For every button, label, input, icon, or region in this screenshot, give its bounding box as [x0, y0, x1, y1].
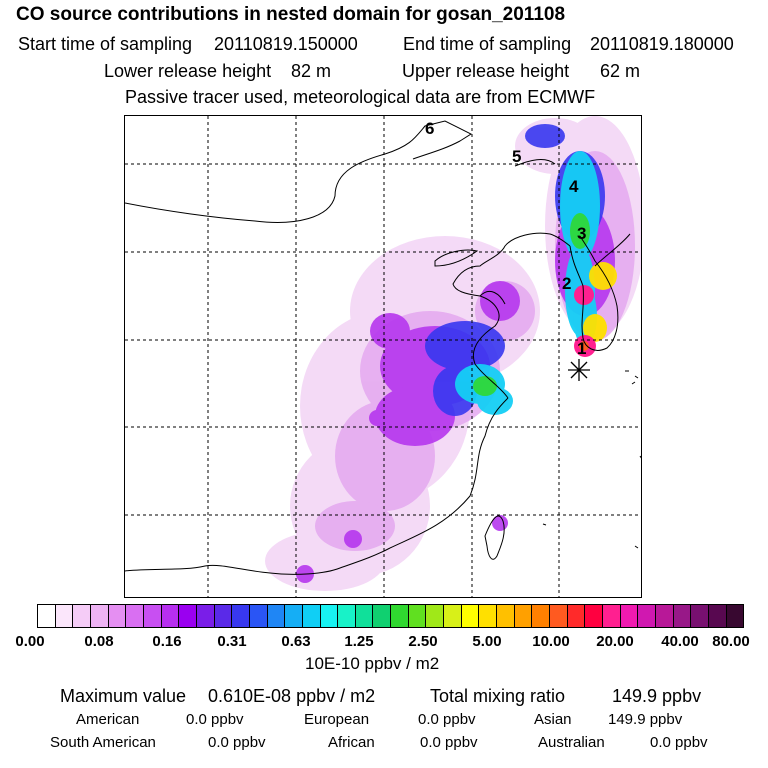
trajectory-label-2: 2	[562, 274, 571, 293]
total-mixing-value: 149.9 ppbv	[612, 686, 702, 706]
colorbar-swatch	[532, 605, 551, 627]
max-value-label: Maximum value	[60, 686, 187, 706]
colorbar-swatch	[196, 605, 215, 627]
colorbar-swatch	[620, 605, 639, 627]
colorbar-swatch	[38, 605, 56, 627]
colorbar-swatch	[603, 605, 621, 627]
colorbar-swatch	[638, 605, 656, 627]
european-label: European	[304, 711, 370, 728]
colorbar-tick-label: 80.00	[712, 633, 750, 650]
american-value: 0.0 ppbv	[186, 711, 244, 728]
start-time-label: Start time of sampling	[18, 34, 193, 54]
colorbar-swatch	[143, 605, 162, 627]
colorbar-swatch	[285, 605, 303, 627]
colorbar-swatch	[232, 605, 250, 627]
colorbar-swatch	[391, 605, 409, 627]
american-label: American	[76, 711, 140, 728]
colorbar-swatch	[514, 605, 533, 627]
south-american-value: 0.0 ppbv	[208, 734, 266, 751]
colorbar-swatch	[108, 605, 127, 627]
page-title: CO source contributions in nested domain…	[16, 4, 566, 25]
colorbar-tick-label: 0.08	[84, 633, 114, 650]
african-label: African	[328, 734, 375, 751]
asterisk-icon	[568, 359, 590, 381]
colorbar-tick-label: 1.25	[344, 633, 374, 650]
colorbar-swatch	[214, 605, 233, 627]
colorbar-swatch	[355, 605, 374, 627]
african-value: 0.0 ppbv	[420, 734, 478, 751]
colorbar-swatch	[691, 605, 709, 627]
total-mixing-label: Total mixing ratio	[430, 686, 566, 706]
australian-value: 0.0 ppbv	[650, 734, 708, 751]
upper-release-label: Upper release height	[402, 61, 570, 81]
colorbar-tick-label: 10.00	[532, 633, 570, 650]
trajectory-label-5: 5	[512, 147, 521, 166]
colorbar-tick-label: 5.00	[472, 633, 502, 650]
colorbar-swatch	[497, 605, 515, 627]
colorbar-swatch	[461, 605, 480, 627]
colorbar-swatch	[338, 605, 356, 627]
colorbar-swatch	[408, 605, 427, 627]
colorbar-swatch	[479, 605, 498, 627]
colorbar-tick-label: 0.63	[281, 633, 311, 650]
colorbar-swatch	[90, 605, 109, 627]
asian-value: 149.9 ppbv	[608, 711, 683, 728]
colorbar-tick-label: 2.50	[408, 633, 438, 650]
lat-lon-grid	[125, 116, 641, 597]
colorbar-tick-label: 20.00	[596, 633, 634, 650]
start-time-value: 20110819.150000	[214, 34, 358, 54]
lower-release-label: Lower release height	[104, 61, 272, 81]
colorbar-swatch	[726, 605, 744, 627]
trajectory-label-3: 3	[577, 224, 586, 243]
colorbar-swatch	[426, 605, 445, 627]
colorbar-tick-label: 0.16	[152, 633, 182, 650]
colorbar-swatch	[73, 605, 91, 627]
colorbar-swatch	[179, 605, 197, 627]
asian-label: Asian	[534, 711, 572, 728]
max-value: 0.610E-08 ppbv / m2	[208, 686, 376, 706]
colorbar-swatch	[267, 605, 286, 627]
colorbar-tick-label: 0.31	[217, 633, 247, 650]
map-canvas: 1 2 3 4 5 6	[125, 116, 641, 597]
lower-release-value: 82 m	[291, 61, 332, 81]
colorbar-swatch	[673, 605, 692, 627]
colorbar-swatch	[567, 605, 586, 627]
colorbar-tick-label: 0.00	[15, 633, 45, 650]
colorbar-swatch	[550, 605, 568, 627]
colorbar-swatch	[249, 605, 268, 627]
colorbar-swatch	[302, 605, 321, 627]
colorbar-swatch	[161, 605, 180, 627]
australian-label: Australian	[538, 734, 605, 751]
trajectory-labels: 1 2 3 4 5 6	[425, 119, 586, 358]
trajectory-label-1: 1	[577, 339, 586, 358]
colorbar-swatch	[126, 605, 144, 627]
colorbar-tick-label: 40.00	[661, 633, 699, 650]
trajectory-label-4: 4	[569, 177, 579, 196]
colorbar-swatch	[373, 605, 392, 627]
colorbar-swatch	[444, 605, 462, 627]
colorbar-swatch	[55, 605, 74, 627]
map-panel: 1 2 3 4 5 6	[124, 115, 642, 598]
end-time-label: End time of sampling	[403, 34, 572, 54]
european-value: 0.0 ppbv	[418, 711, 476, 728]
colorbar-swatch	[655, 605, 674, 627]
south-american-label: South American	[50, 734, 156, 751]
colorbar-swatch	[708, 605, 727, 627]
end-time-value: 20110819.180000	[590, 34, 734, 54]
colorbar	[37, 604, 744, 628]
trajectory-label-6: 6	[425, 119, 434, 138]
colorbar-unit: 10E-10 ppbv / m2	[305, 654, 440, 673]
colorbar-swatch	[320, 605, 339, 627]
upper-release-value: 62 m	[600, 61, 641, 81]
colorbar-swatch	[585, 605, 603, 627]
coastline	[125, 120, 641, 575]
passive-tracer-note: Passive tracer used, meteorological data…	[125, 87, 596, 107]
